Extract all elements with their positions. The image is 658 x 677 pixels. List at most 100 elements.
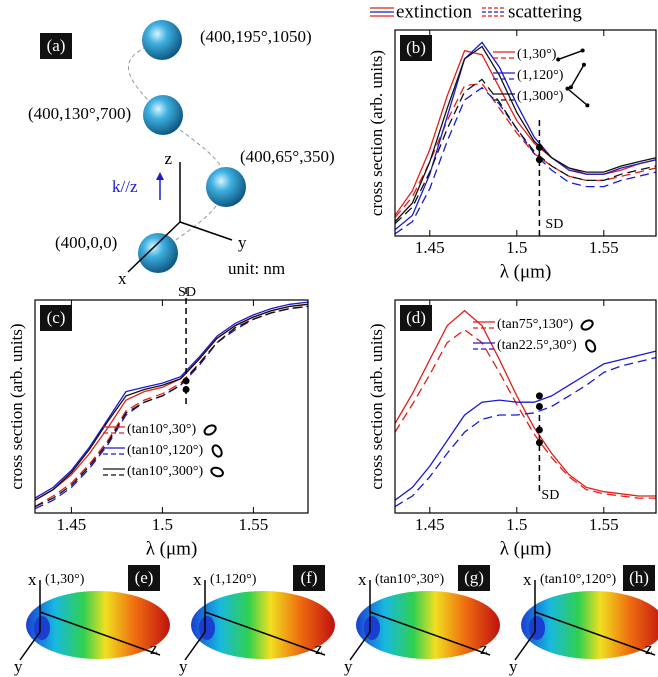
x-tick-label: 1.5 — [506, 238, 527, 257]
legend-label: (tan10°,30°) — [127, 422, 196, 437]
chart: 1.45 1.5 1.55 λ (μm) cross section (arb. uni… — [7, 285, 309, 559]
x-tick-label: 1.45 — [57, 515, 87, 534]
legend-label: (1,120°) — [517, 68, 564, 83]
series-line — [394, 350, 657, 501]
legend-label: (1,300°) — [517, 89, 564, 104]
panel-label: (b) — [406, 38, 426, 57]
polarization-glyph — [211, 444, 223, 458]
trajectory — [127, 41, 227, 254]
panel-label: (d) — [406, 308, 426, 327]
axis-label: z — [315, 639, 323, 658]
series-line — [34, 305, 309, 508]
axis-label: z — [164, 149, 172, 168]
polarization-glyph — [568, 85, 573, 90]
position-label: (400,130°,700) — [28, 104, 131, 123]
polarization-glyph — [585, 339, 597, 353]
panel-label: (h) — [629, 568, 649, 587]
series-line — [34, 303, 309, 501]
polarization-glyph — [567, 88, 588, 106]
radiation-lobe — [191, 591, 335, 659]
y-axis-label: cross section (arb. units) — [367, 50, 386, 216]
polarization-label: (tan10°,120°) — [540, 572, 616, 587]
panel-label-box — [400, 35, 432, 61]
polarization-glyph — [580, 319, 594, 331]
axis-label: y — [179, 657, 188, 676]
series-line — [394, 82, 657, 218]
series-line — [394, 78, 657, 225]
chart: 1.45 1.5 1.55 λ (μm) cross section (arb. uni… — [367, 299, 657, 559]
polarization-label: (tan10°,30°) — [375, 572, 444, 587]
axis — [349, 631, 371, 661]
x-tick-label: 1.5 — [506, 515, 527, 534]
sd-label: SD — [178, 285, 196, 300]
panel-label-box — [623, 565, 655, 591]
sd-point — [535, 392, 543, 400]
plot-frame — [394, 29, 657, 237]
series-line — [34, 305, 309, 508]
series-line — [394, 86, 657, 235]
sd-point — [535, 426, 543, 434]
polarization-label: (1,120°) — [210, 572, 257, 587]
unit-label: unit: nm — [228, 259, 285, 278]
axis — [19, 631, 41, 661]
series-line — [394, 356, 657, 508]
panel-a: (a) z y x k//z unit: nm (400,195°,1050) … — [28, 20, 335, 288]
position-label: (400,65°,350) — [240, 147, 335, 166]
axis — [514, 631, 536, 661]
axis-label: z — [480, 639, 488, 658]
legend-label: extinction — [396, 1, 472, 22]
axis — [39, 611, 161, 656]
axis-label: z — [150, 639, 158, 658]
pattern-panel: x y z (1,120°) (f) — [179, 565, 335, 676]
polarization-glyph — [557, 49, 583, 61]
panel-label-box — [293, 565, 325, 591]
wavevector-label: k//z — [112, 177, 138, 196]
particle — [142, 20, 182, 60]
panel-label: (e) — [135, 568, 154, 587]
axis — [127, 221, 181, 273]
axis — [179, 221, 233, 241]
panel-label-box — [40, 33, 72, 59]
radiation-lobe — [356, 591, 500, 659]
x-tick-label: 1.55 — [589, 238, 619, 257]
pattern-panel: x y z (1,30°) (e) — [14, 565, 170, 676]
series-line — [394, 328, 656, 499]
legend-label: (tan75°,130°) — [497, 317, 573, 332]
panel-label-box — [128, 565, 160, 591]
x-tick-label: 1.45 — [415, 238, 445, 257]
particle — [143, 95, 183, 135]
series-line — [394, 41, 657, 231]
axis — [369, 611, 491, 656]
particle — [138, 233, 178, 273]
sd-point — [535, 156, 543, 164]
x-tick-label: 1.45 — [415, 515, 445, 534]
series-line — [394, 45, 657, 223]
sd-label: SD — [541, 488, 559, 503]
plot-frame — [34, 299, 309, 514]
polarization-label: (1,30°) — [45, 572, 85, 587]
polarization-glyph — [203, 424, 217, 436]
x-axis-label: λ (μm) — [146, 538, 198, 559]
panel-label-box — [40, 305, 72, 331]
series-line — [34, 301, 309, 499]
legend-label: scattering — [508, 1, 582, 22]
axis-label: x — [523, 570, 532, 589]
arrow-head — [156, 172, 164, 180]
pattern-panel: x y z (tan10°,30°) (g) — [344, 565, 500, 676]
sd-point — [535, 143, 543, 151]
axis — [534, 611, 656, 656]
position-label: (400,195°,1050) — [200, 27, 312, 46]
polarization-glyph — [556, 57, 561, 62]
axis-label: x — [28, 570, 37, 589]
panel-label: (f) — [301, 568, 318, 587]
pattern-panel: x y z (tan10°,120°) (h) — [509, 565, 658, 676]
x-axis-label: λ (μm) — [500, 538, 552, 559]
panel-label: (a) — [47, 36, 66, 55]
series-line — [394, 309, 656, 497]
axis-label: y — [344, 657, 353, 676]
x-tick-label: 1.55 — [589, 515, 619, 534]
polarization-glyph — [565, 86, 570, 91]
radiation-lobe — [521, 591, 658, 659]
x-axis-label: λ (μm) — [500, 261, 552, 282]
